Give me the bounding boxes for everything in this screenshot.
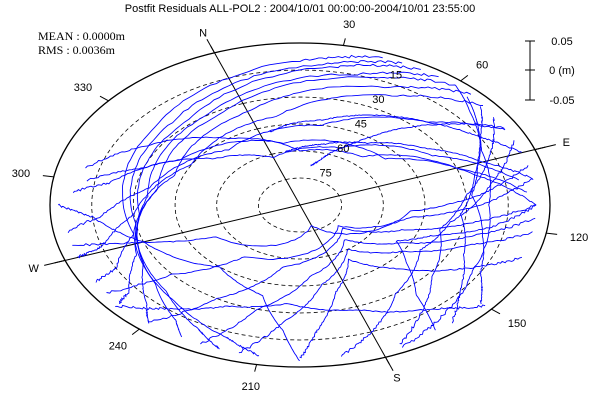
residual-track: [269, 114, 522, 153]
residual-track: [466, 96, 485, 305]
azimuth-tick-label: 210: [242, 381, 260, 393]
azimuth-spoke: [299, 144, 556, 206]
residual-track: [148, 204, 537, 323]
residual-track: [238, 231, 533, 354]
azimuth-tick: [210, 45, 215, 54]
elevation-tick-label: 30: [372, 94, 384, 106]
azimuth-tick: [491, 308, 501, 315]
residual-track: [310, 122, 506, 167]
elevation-tick-label: 45: [355, 119, 367, 131]
residual-track: [285, 141, 534, 181]
azimuth-tick: [342, 38, 346, 46]
azimuth-tick: [131, 328, 140, 336]
scale-bar: 0.05 0 (m) -0.05: [525, 36, 575, 107]
residual-tracks: [58, 54, 537, 362]
residual-track: [58, 203, 300, 362]
azimuth-tick-label: 60: [476, 59, 488, 71]
elevation-tick-label: 60: [337, 143, 349, 155]
residual-track: [77, 94, 484, 259]
azimuth-tick: [99, 95, 109, 102]
elevation-tick-label: 15: [390, 70, 402, 82]
elevation-circle: [91, 69, 509, 341]
residual-track: [399, 117, 496, 345]
scale-label: 0 (m): [549, 65, 575, 77]
residual-track: [118, 76, 456, 305]
residual-track: [136, 63, 421, 338]
residual-track: [395, 204, 537, 331]
azimuth-tick: [546, 232, 558, 235]
chart-title: Postfit Residuals ALL-POL2 : 2004/10/01 …: [125, 3, 475, 15]
azimuth-tick-label: 330: [74, 82, 92, 94]
elevation-circle: [258, 177, 342, 233]
azimuth-tick: [254, 364, 258, 372]
azimuth-tick: [385, 356, 390, 365]
residual-track: [129, 60, 403, 350]
azimuth-tick-label: 300: [12, 168, 30, 180]
residual-track: [86, 144, 520, 182]
residual-track: [115, 303, 486, 313]
azimuth-spoke: [299, 204, 394, 372]
residual-track: [122, 54, 383, 357]
azimuth-tick-label: 150: [508, 318, 526, 330]
azimuth-tick-label: 30: [343, 19, 355, 31]
residual-track: [341, 140, 515, 357]
horizon-ring: [49, 42, 551, 368]
axis-labels: N E S W 30 60 120 150 210 240 300 330 15 30 45 60 75: [12, 19, 588, 393]
rms-label: RMS : 0.0036m: [38, 43, 116, 57]
elevation-tick-label: 75: [319, 168, 331, 180]
compass-label: W: [29, 263, 40, 275]
residual-track: [136, 71, 439, 324]
azimuth-tick: [54, 259, 66, 264]
scale-label: -0.05: [549, 95, 574, 107]
residual-track: [451, 106, 484, 324]
scale-label: 0.05: [551, 36, 572, 48]
azimuth-tick-label: 120: [570, 232, 588, 244]
azimuth-tick: [460, 74, 469, 82]
residual-track: [402, 84, 492, 348]
residual-track: [200, 217, 536, 345]
azimuth-tick-label: 240: [109, 341, 127, 353]
compass-label: N: [199, 27, 207, 39]
polar-grid: [42, 38, 558, 372]
residual-track: [299, 256, 523, 359]
compass-label: S: [393, 373, 400, 385]
residual-track: [85, 136, 528, 193]
mean-label: MEAN : 0.0000m: [38, 29, 126, 43]
azimuth-tick: [42, 175, 54, 178]
residual-track: [95, 85, 472, 283]
azimuth-spoke: [44, 204, 301, 266]
compass-label: E: [563, 137, 570, 149]
azimuth-tick: [534, 146, 546, 151]
residual-track: [106, 178, 533, 294]
